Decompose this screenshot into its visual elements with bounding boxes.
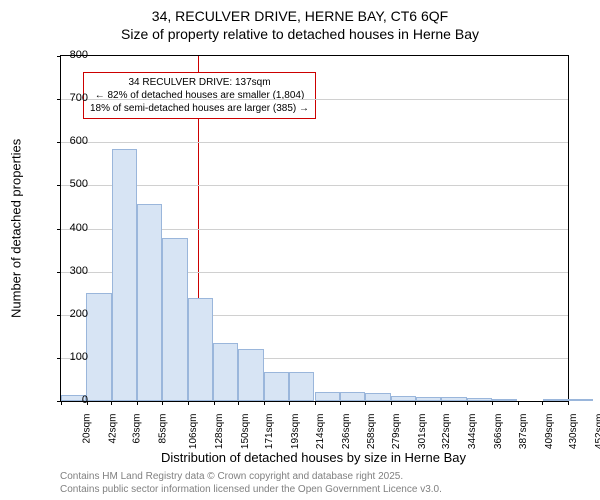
- histogram-bar: [86, 293, 111, 401]
- title-subtitle: Size of property relative to detached ho…: [0, 26, 600, 42]
- grid-line: [61, 185, 568, 186]
- x-axis-label: Distribution of detached houses by size …: [60, 450, 567, 465]
- x-tick-mark: [289, 401, 290, 405]
- x-tick-label: 301sqm: [417, 414, 428, 450]
- grid-line: [61, 99, 568, 100]
- footer-line2: Contains public sector information licen…: [60, 483, 442, 496]
- x-tick-mark: [214, 401, 215, 405]
- histogram-bar: [441, 397, 466, 401]
- histogram-bar: [568, 399, 593, 401]
- histogram-bar: [492, 399, 517, 401]
- plot-area: 34 RECULVER DRIVE: 137sqm ← 82% of detac…: [60, 55, 569, 402]
- x-tick-label: 63sqm: [132, 414, 143, 444]
- x-tick-label: 193sqm: [290, 414, 301, 450]
- y-tick-label: 0: [58, 394, 88, 406]
- annotation-line3: 18% of semi-detached houses are larger (…: [90, 102, 309, 115]
- x-tick-mark: [467, 401, 468, 405]
- histogram-bar: [467, 398, 492, 401]
- histogram-bar: [365, 393, 390, 401]
- annotation-box: 34 RECULVER DRIVE: 137sqm ← 82% of detac…: [83, 72, 316, 119]
- x-tick-label: 236sqm: [341, 414, 352, 450]
- x-tick-label: 387sqm: [518, 414, 529, 450]
- x-tick-label: 85sqm: [158, 414, 169, 444]
- x-tick-label: 366sqm: [493, 414, 504, 450]
- x-tick-mark: [492, 401, 493, 405]
- y-tick-label: 400: [58, 222, 88, 234]
- histogram-bar: [315, 392, 340, 401]
- x-tick-label: 106sqm: [188, 414, 199, 450]
- histogram-bar: [416, 397, 441, 401]
- x-tick-label: 279sqm: [391, 414, 402, 450]
- x-tick-mark: [315, 401, 316, 405]
- histogram-bar: [264, 372, 289, 401]
- y-tick-label: 600: [58, 135, 88, 147]
- title-address: 34, RECULVER DRIVE, HERNE BAY, CT6 6QF: [0, 8, 600, 24]
- x-tick-label: 128sqm: [214, 414, 225, 450]
- histogram-bar: [543, 399, 568, 401]
- histogram-bar: [340, 392, 365, 401]
- y-tick-label: 100: [58, 351, 88, 363]
- y-tick-label: 300: [58, 265, 88, 277]
- chart-container: 34, RECULVER DRIVE, HERNE BAY, CT6 6QF S…: [0, 0, 600, 500]
- histogram-bar: [137, 204, 162, 402]
- footer-line1: Contains HM Land Registry data © Crown c…: [60, 470, 442, 483]
- x-tick-label: 344sqm: [467, 414, 478, 450]
- title-block: 34, RECULVER DRIVE, HERNE BAY, CT6 6QF S…: [0, 0, 600, 42]
- x-tick-mark: [264, 401, 265, 405]
- y-tick-label: 700: [58, 92, 88, 104]
- x-tick-mark: [518, 401, 519, 405]
- x-tick-mark: [238, 401, 239, 405]
- x-tick-mark: [111, 401, 112, 405]
- footer: Contains HM Land Registry data © Crown c…: [60, 470, 442, 496]
- x-tick-label: 452sqm: [594, 414, 600, 450]
- x-tick-label: 150sqm: [240, 414, 251, 450]
- histogram-bar: [188, 298, 213, 402]
- x-tick-mark: [441, 401, 442, 405]
- histogram-bar: [289, 372, 314, 401]
- x-tick-mark: [415, 401, 416, 405]
- x-tick-label: 258sqm: [366, 414, 377, 450]
- histogram-bar: [213, 343, 238, 401]
- x-tick-label: 322sqm: [442, 414, 453, 450]
- x-tick-mark: [568, 401, 569, 405]
- x-tick-mark: [391, 401, 392, 405]
- x-tick-mark: [340, 401, 341, 405]
- x-tick-label: 214sqm: [315, 414, 326, 450]
- y-axis-label: Number of detached properties: [9, 138, 24, 317]
- x-tick-label: 409sqm: [544, 414, 555, 450]
- x-tick-mark: [188, 401, 189, 405]
- histogram-bar: [162, 238, 187, 401]
- histogram-bar: [238, 349, 263, 401]
- histogram-bar: [112, 149, 137, 401]
- grid-line: [61, 142, 568, 143]
- x-tick-mark: [542, 401, 543, 405]
- x-tick-label: 42sqm: [107, 414, 118, 444]
- y-tick-label: 200: [58, 308, 88, 320]
- x-tick-mark: [365, 401, 366, 405]
- x-tick-mark: [162, 401, 163, 405]
- y-tick-label: 800: [58, 49, 88, 61]
- x-tick-mark: [137, 401, 138, 405]
- y-tick-label: 500: [58, 178, 88, 190]
- x-tick-label: 171sqm: [264, 414, 275, 450]
- annotation-line1: 34 RECULVER DRIVE: 137sqm: [90, 76, 309, 89]
- x-tick-label: 20sqm: [82, 414, 93, 444]
- x-tick-label: 430sqm: [568, 414, 579, 450]
- histogram-bar: [391, 396, 416, 401]
